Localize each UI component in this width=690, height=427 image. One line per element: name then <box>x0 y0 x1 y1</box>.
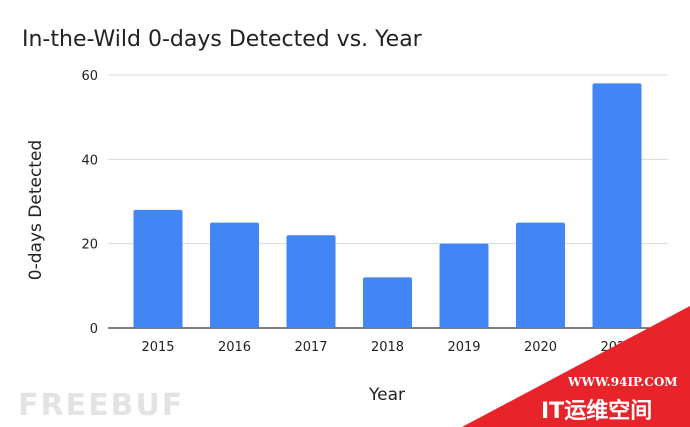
watermark-badge: WWW.94IP.COM IT运维空间 <box>462 306 690 427</box>
bar-2015 <box>133 209 183 328</box>
bar-2018 <box>363 277 412 328</box>
bar-2019 <box>439 243 489 328</box>
bar-2016 <box>210 222 259 328</box>
bar-2021 <box>592 83 642 328</box>
x-tick-labels: 2015201620172018201920202021 <box>141 340 633 355</box>
x-tick-label-2020: 2020 <box>524 340 557 355</box>
watermark-badge-url: WWW.94IP.COM <box>567 375 678 389</box>
watermark-badge-background <box>462 306 690 427</box>
y-axis-title: 0-days Detected <box>26 140 46 280</box>
x-tick-label-2019: 2019 <box>447 340 480 355</box>
y-tick-label: 40 <box>81 153 98 168</box>
bar-2017 <box>286 235 336 328</box>
y-tick-label: 60 <box>81 69 98 84</box>
watermark-freebuf-text: FREEBUF <box>18 388 184 423</box>
watermark-badge-title: IT运维空间 <box>541 398 652 424</box>
bars <box>133 83 642 328</box>
y-tick-labels: 0 20 40 60 <box>81 69 98 337</box>
bar-2020 <box>516 222 565 328</box>
watermark-freebuf: FREEBUF <box>18 388 184 423</box>
y-tick-label: 0 <box>90 322 98 337</box>
x-tick-label-2016: 2016 <box>218 340 251 355</box>
x-tick-label-2017: 2017 <box>294 340 327 355</box>
x-tick-label-2015: 2015 <box>141 340 174 355</box>
x-axis-title: Year <box>368 385 405 405</box>
x-tick-label-2018: 2018 <box>371 340 404 355</box>
chart-title: In-the-Wild 0-days Detected vs. Year <box>22 27 423 52</box>
y-tick-label: 20 <box>81 238 98 253</box>
